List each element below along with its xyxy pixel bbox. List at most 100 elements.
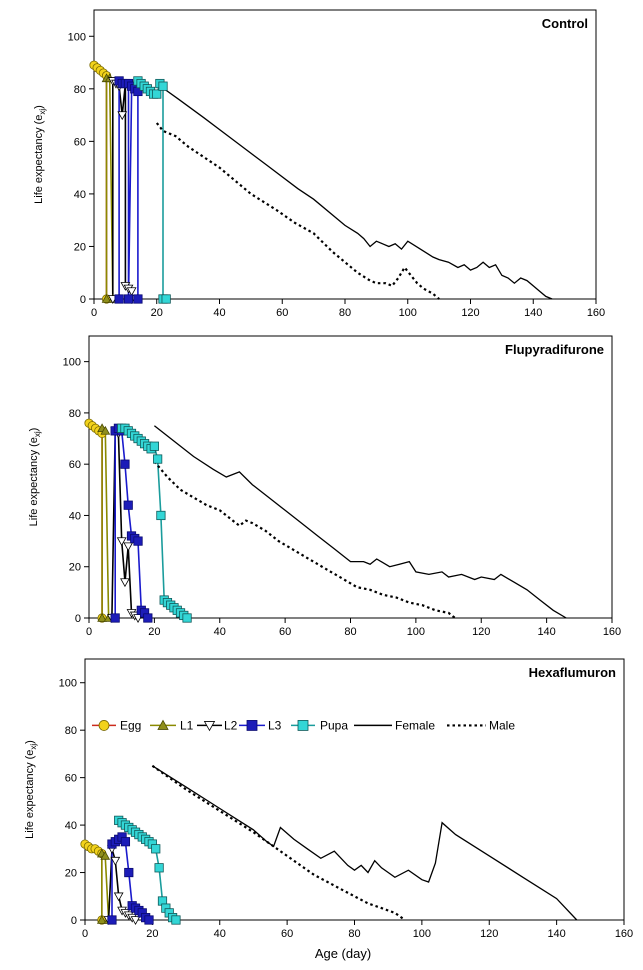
x-tick-label: 60 <box>276 307 288 319</box>
x-tick-label: 160 <box>603 626 621 638</box>
y-tick-label: 60 <box>69 459 81 471</box>
y-tick-label: 20 <box>69 562 81 574</box>
plot-frame <box>88 335 613 619</box>
x-tick-label: 140 <box>524 307 542 319</box>
series-line-female <box>156 83 553 300</box>
y-tick-label: 0 <box>80 294 86 306</box>
data-point-l2 <box>116 537 127 547</box>
y-tick-label: 80 <box>65 725 77 737</box>
y-tick-label: 40 <box>74 189 86 201</box>
series-line-l3 <box>114 427 149 619</box>
y-tick-label: 40 <box>69 510 81 522</box>
data-point-pupa <box>158 81 168 91</box>
data-point-pupa <box>153 454 163 464</box>
data-point-l2 <box>120 578 130 588</box>
y-tick-label: 0 <box>75 613 81 625</box>
data-point-l1 <box>96 914 107 924</box>
x-tick-label: 160 <box>615 928 633 940</box>
panel-title: Control <box>542 16 588 31</box>
series-line-egg <box>88 422 103 618</box>
chart-panel-1: 0 20 40 60 80 100 120 140 160 0 20 40 60 80 100 Flupyra… <box>28 335 621 638</box>
legend-marker-l3 <box>246 720 258 731</box>
legend-label-female: Female <box>395 718 435 732</box>
x-axis-label: Age (day) <box>315 946 371 961</box>
data-point-l2 <box>117 111 128 121</box>
data-point-l3 <box>143 613 153 623</box>
data-point-l3 <box>114 294 124 304</box>
y-tick-label: 80 <box>74 84 86 96</box>
legend-marker-l2 <box>203 721 216 732</box>
legend-label-egg: Egg <box>120 718 141 732</box>
y-tick-label: 100 <box>63 357 81 369</box>
plot-frame <box>84 658 625 921</box>
chart-panel-2: 0 20 40 60 80 100 120 140 160 0 20 40 60 80 100 Hexaflu… <box>24 658 633 940</box>
y-tick-label: 20 <box>74 241 86 253</box>
data-point-l1 <box>100 850 111 860</box>
series-line-female <box>152 765 578 921</box>
y-tick-label: 40 <box>65 820 77 832</box>
data-point-pupa <box>156 510 166 521</box>
legend-label-male: Male <box>489 718 515 732</box>
data-point-l1 <box>100 425 111 435</box>
data-point-l2 <box>110 856 121 866</box>
x-tick-label: 100 <box>413 928 431 940</box>
legend: Egg L1 L2 L3 Pupa Female Male <box>92 718 515 732</box>
x-tick-label: 80 <box>344 626 356 638</box>
data-point-pupa <box>149 441 159 451</box>
data-point-l1 <box>97 612 107 622</box>
series-line-pupa <box>137 80 167 300</box>
y-axis-label: Life expectancy (exj) <box>24 740 38 839</box>
x-tick-label: 40 <box>213 307 225 319</box>
data-point-pupa <box>161 294 171 304</box>
x-tick-label: 120 <box>472 626 490 638</box>
y-tick-label: 100 <box>68 31 86 43</box>
legend-label-l1: L1 <box>180 718 194 732</box>
data-point-l3 <box>124 867 134 878</box>
data-point-l3 <box>133 294 143 304</box>
data-point-pupa <box>182 613 192 623</box>
panel-title: Hexaflumuron <box>529 665 616 680</box>
x-tick-label: 160 <box>587 307 605 319</box>
y-axis-label: Life expectancy (exj) <box>33 105 47 204</box>
x-tick-label: 20 <box>148 626 160 638</box>
data-point-l3 <box>133 536 143 546</box>
series-line-male <box>155 122 440 300</box>
panel-title: Flupyradifurone <box>505 342 604 357</box>
x-tick-label: 0 <box>82 928 88 940</box>
series-line-female <box>153 425 567 619</box>
data-point-l2 <box>130 916 141 926</box>
plot-frame <box>93 9 597 300</box>
legend-marker-egg <box>98 720 110 731</box>
x-tick-label: 20 <box>146 928 158 940</box>
data-point-l3 <box>144 915 154 925</box>
series-line-l1 <box>101 852 110 921</box>
x-tick-label: 60 <box>281 928 293 940</box>
x-tick-label: 40 <box>214 928 226 940</box>
x-tick-label: 120 <box>461 307 479 319</box>
y-axis-label: Life expectancy (exj) <box>28 428 42 527</box>
x-tick-label: 20 <box>151 307 163 319</box>
series-line-l1 <box>105 77 114 300</box>
x-tick-label: 140 <box>537 626 555 638</box>
legend-label-l3: L3 <box>268 718 282 732</box>
data-point-pupa <box>154 863 164 873</box>
legend-label-l2: L2 <box>224 718 238 732</box>
data-point-pupa <box>152 89 162 99</box>
data-point-l2 <box>113 892 124 902</box>
data-point-l3 <box>120 459 130 469</box>
y-tick-label: 100 <box>59 678 77 690</box>
data-point-l3 <box>107 915 117 925</box>
y-tick-label: 0 <box>71 915 77 927</box>
x-tick-label: 0 <box>91 307 97 319</box>
data-point-pupa <box>171 915 181 925</box>
data-point-l2 <box>123 542 134 552</box>
x-tick-label: 140 <box>547 928 565 940</box>
series-layer <box>89 60 553 305</box>
series-line-male <box>153 460 456 619</box>
chart-panel-0: 0 20 40 60 80 100 120 140 160 0 20 40 60 80 100 Control… <box>33 9 605 319</box>
legend-marker-l1 <box>157 719 169 730</box>
data-point-l3 <box>123 294 134 304</box>
x-tick-label: 0 <box>86 626 92 638</box>
